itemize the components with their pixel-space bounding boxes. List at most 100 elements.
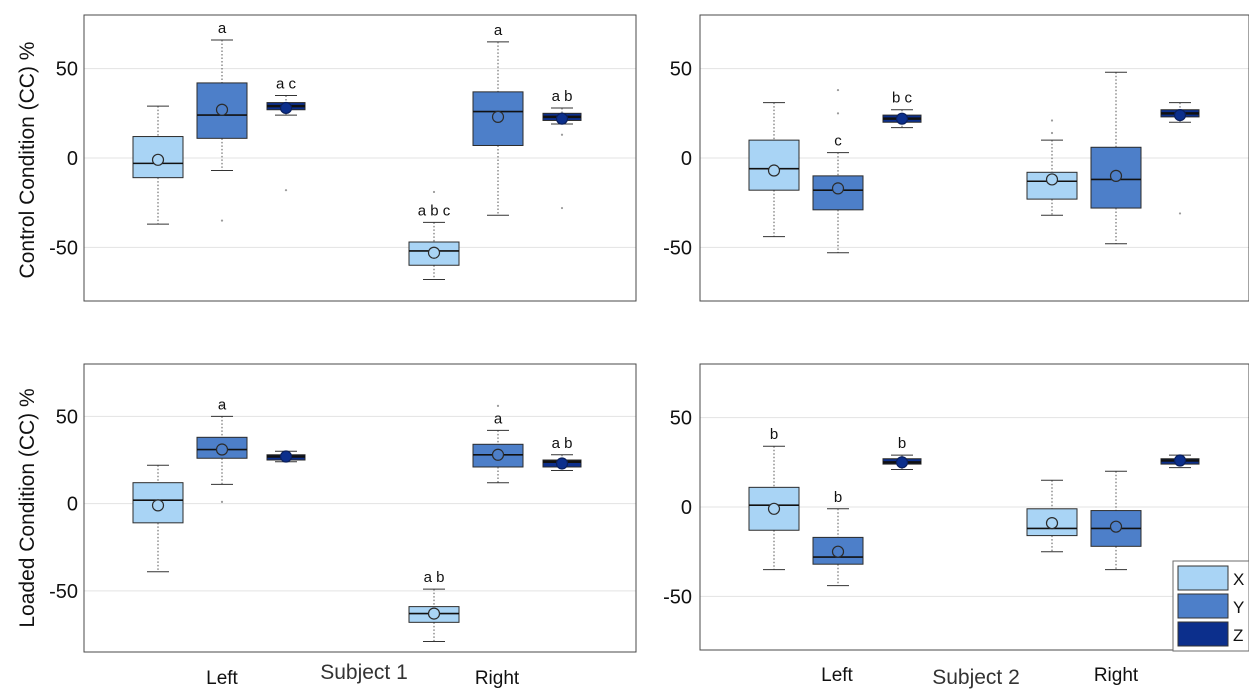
y-axis-label-loaded: Loaded Condition (CC) % bbox=[16, 388, 39, 627]
mean-marker bbox=[1173, 108, 1187, 122]
significance-label: a bbox=[494, 22, 503, 39]
box-left-z: b c bbox=[882, 90, 922, 129]
outlier-point bbox=[220, 219, 224, 222]
mean-marker bbox=[555, 112, 569, 125]
significance-label: b c bbox=[892, 90, 913, 107]
subject1-label: Subject 1 bbox=[320, 661, 408, 684]
box-right-y bbox=[1090, 71, 1142, 245]
y-tick-label: -50 bbox=[49, 237, 78, 259]
plot-frame bbox=[83, 363, 637, 653]
box-left-x bbox=[132, 464, 184, 573]
mean-marker bbox=[767, 164, 781, 177]
significance-label: a bbox=[218, 20, 227, 37]
box-left-y: c bbox=[812, 88, 864, 254]
box-left-x: b bbox=[748, 426, 800, 571]
significance-label: a bbox=[218, 396, 227, 413]
legend-swatch-z bbox=[1177, 621, 1229, 647]
mean-marker bbox=[491, 448, 505, 461]
legend-swatch-x bbox=[1177, 565, 1229, 591]
box-right-z: a b bbox=[542, 435, 582, 471]
mean-marker bbox=[895, 456, 909, 469]
group-label-left-subject1: Left bbox=[206, 668, 238, 689]
significance-label: a bbox=[494, 410, 503, 427]
box-left-y: b bbox=[812, 489, 864, 587]
outlier-point bbox=[220, 500, 224, 503]
significance-label: b bbox=[898, 435, 906, 452]
significance-label: a b bbox=[424, 569, 445, 586]
significance-label: a b bbox=[552, 435, 573, 452]
mean-marker bbox=[1109, 520, 1123, 533]
y-tick-label: 0 bbox=[67, 148, 78, 170]
significance-label: b bbox=[770, 426, 778, 443]
mean-marker bbox=[151, 153, 165, 166]
outlier-point bbox=[1050, 119, 1054, 122]
box-iqr bbox=[812, 175, 864, 211]
outlier-point bbox=[1178, 212, 1182, 215]
box-right-z bbox=[1160, 454, 1200, 469]
box-left-y: a bbox=[196, 20, 248, 222]
box-left-z: b bbox=[882, 435, 922, 470]
panel-loaded-subject1: -50 0 50 a a b a a b bbox=[49, 363, 637, 653]
mean-marker bbox=[427, 607, 441, 620]
box-right-z bbox=[1160, 102, 1200, 215]
significance-label: a b bbox=[552, 88, 573, 105]
mean-marker bbox=[427, 246, 441, 259]
y-tick-label: 50 bbox=[56, 406, 78, 428]
mean-marker bbox=[491, 110, 505, 123]
subject2-label: Subject 2 bbox=[932, 666, 1020, 689]
mean-marker bbox=[279, 101, 293, 115]
outlier-point bbox=[560, 133, 564, 136]
y-tick-label: -50 bbox=[663, 237, 692, 259]
y-axis-label-control: Control Condition (CC) % bbox=[16, 42, 39, 279]
plot-frame bbox=[83, 14, 637, 302]
y-tick-label: 50 bbox=[56, 59, 78, 81]
outlier-point bbox=[560, 206, 564, 210]
box-right-z: a b bbox=[542, 88, 582, 210]
panel-loaded-subject2: -50 0 50 b b b bbox=[663, 363, 1249, 651]
group-label-left-subject2: Left bbox=[821, 665, 853, 686]
box-right-y: a bbox=[472, 404, 524, 484]
group-label-right-subject1: Right bbox=[475, 668, 520, 689]
y-tick-label: 50 bbox=[670, 59, 692, 81]
outlier-point bbox=[836, 88, 840, 92]
mean-marker bbox=[151, 499, 165, 512]
mean-marker bbox=[1109, 169, 1123, 182]
legend-swatch-y bbox=[1177, 593, 1229, 619]
mean-marker bbox=[1045, 173, 1059, 186]
y-tick-label: 0 bbox=[681, 497, 692, 519]
outlier-point bbox=[432, 190, 436, 194]
mean-marker bbox=[831, 182, 845, 195]
box-right-y bbox=[1090, 470, 1142, 571]
mean-marker bbox=[767, 502, 781, 515]
mean-marker bbox=[831, 545, 845, 558]
legend-label-z: Z bbox=[1233, 626, 1243, 645]
box-iqr bbox=[196, 82, 248, 139]
outlier-point bbox=[284, 189, 288, 192]
box-left-y: a bbox=[196, 396, 248, 503]
panels: -50 0 50 a a c a b c a a b -50 0 50 c b c -50 0 50 a a b a… bbox=[49, 14, 1249, 653]
box-right-x: a b c bbox=[408, 190, 460, 281]
mean-marker bbox=[279, 450, 293, 463]
box-right-y: a bbox=[472, 22, 524, 216]
legend-label-x: X bbox=[1233, 570, 1244, 589]
panel-control-subject1: -50 0 50 a a c a b c a a b bbox=[49, 14, 637, 302]
significance-label: c bbox=[834, 133, 842, 150]
legend: X Y Z bbox=[1172, 560, 1249, 652]
mean-marker bbox=[215, 103, 229, 116]
significance-label: a b c bbox=[418, 202, 451, 219]
box-left-z: a c bbox=[266, 75, 306, 192]
outlier-point bbox=[496, 404, 500, 407]
group-label-right-subject2: Right bbox=[1094, 665, 1139, 686]
significance-label: b bbox=[834, 489, 842, 506]
box-right-x: a b bbox=[408, 569, 460, 643]
mean-marker bbox=[555, 457, 569, 470]
outlier-point bbox=[220, 404, 224, 407]
mean-marker bbox=[215, 443, 229, 456]
y-tick-label: 0 bbox=[67, 494, 78, 516]
mean-marker bbox=[895, 112, 909, 125]
plot-frame bbox=[699, 363, 1249, 651]
box-left-z bbox=[266, 450, 306, 463]
plot-frame bbox=[699, 14, 1249, 302]
y-tick-label: -50 bbox=[663, 586, 692, 608]
